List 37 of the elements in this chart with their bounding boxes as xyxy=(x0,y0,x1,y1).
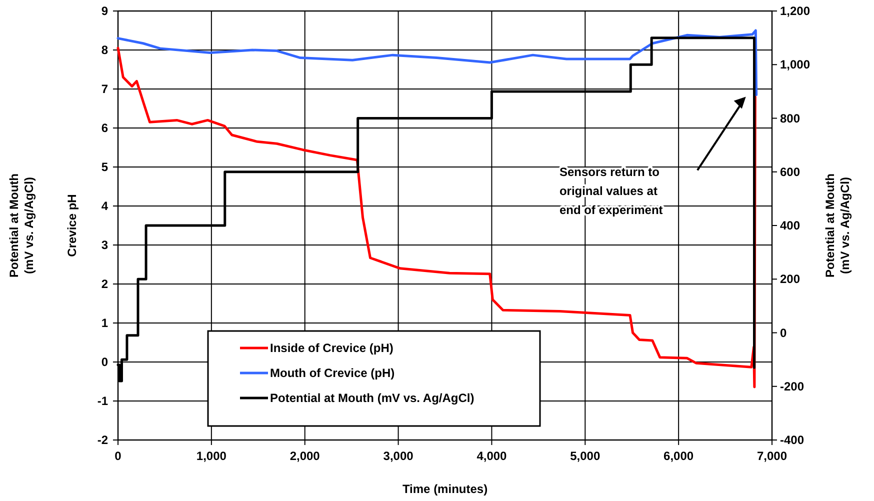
x-tick-label: 5,000 xyxy=(570,449,600,463)
y2-tick-label: 800 xyxy=(780,111,800,126)
legend-label: Inside of Crevice (pH) xyxy=(270,341,394,355)
x-tick-label: 3,000 xyxy=(383,449,414,463)
y-tick-label: 5 xyxy=(101,160,108,174)
y-tick-label: -2 xyxy=(97,433,108,447)
y2-tick-label: 1,200 xyxy=(780,4,810,18)
line-series xyxy=(116,29,758,96)
y2-axis-title: Potential at Mouth (mV vs. Ag/AgCl) xyxy=(823,174,852,278)
y-tick-label: -1 xyxy=(97,394,108,408)
x-axis-title: Time (minutes) xyxy=(402,482,488,496)
y-tick-label: 2 xyxy=(101,277,108,291)
x-tick-label: 7,000 xyxy=(756,449,788,463)
y-axis-title: Crevice pH xyxy=(65,194,79,257)
y-tick-label: 8 xyxy=(101,43,108,57)
text: Potential at Mouth (mV vs. Ag/AgCl) xyxy=(7,174,36,278)
x-tick-label: 6,000 xyxy=(664,449,694,463)
y-tick-label: 4 xyxy=(101,199,108,213)
y2-tick-label: 400 xyxy=(780,218,800,232)
y2-tick-label: 0 xyxy=(780,326,787,340)
y-tick-label: 3 xyxy=(101,238,108,252)
y2-tick-label: 600 xyxy=(780,164,800,179)
y-tick-label: 1 xyxy=(101,316,108,330)
x-tick-label: 0 xyxy=(114,449,122,463)
y2-tick-label: 200 xyxy=(780,272,800,286)
x-tick-label: 4,000 xyxy=(476,449,508,463)
y-tick-label: 6 xyxy=(101,121,108,135)
y-tick-label: 7 xyxy=(101,82,108,96)
y-tick-label: 0 xyxy=(101,355,108,369)
x-tick-label: 1,000 xyxy=(196,449,227,463)
y2-tick-label: -200 xyxy=(780,379,804,394)
legend-label: Potential at Mouth (mV vs. Ag/AgCl) xyxy=(270,391,474,405)
y2-tick-label: 1,000 xyxy=(780,58,810,72)
legend-label: Mouth of Crevice (pH) xyxy=(270,366,395,380)
y2-tick-label: -400 xyxy=(780,433,804,447)
y-tick-label: 9 xyxy=(101,4,108,18)
x-tick-label: 2,000 xyxy=(290,449,320,463)
